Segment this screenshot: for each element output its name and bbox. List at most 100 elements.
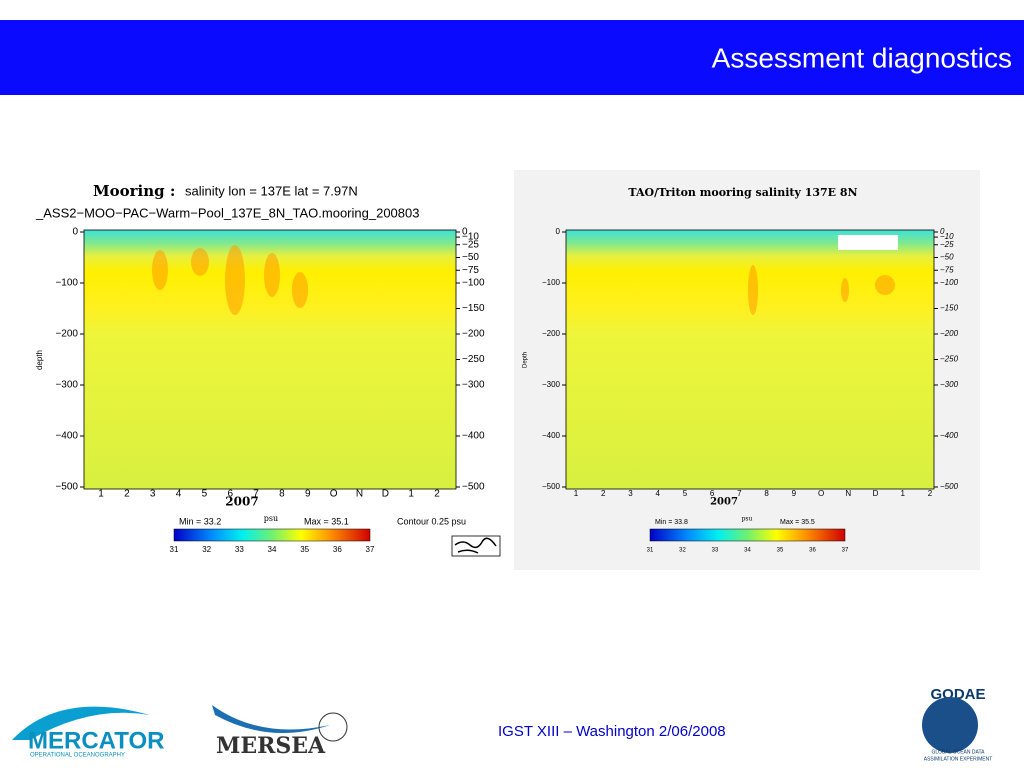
mercator-logo: MERCATOR OPERATIONAL OCEANOGRAPHY bbox=[12, 706, 164, 759]
logo-text: MERSEA bbox=[216, 733, 326, 759]
plot-title: salinity lon = 137E lat = 7.97N bbox=[185, 183, 358, 198]
x-tick-label: O bbox=[330, 489, 338, 500]
colorbar-label: 34 bbox=[268, 545, 277, 554]
y2-tick-label: −300 bbox=[462, 380, 485, 391]
logo-subtext: OPERATIONAL OCEANOGRAPHY bbox=[30, 753, 125, 759]
salinity-maximum bbox=[841, 278, 849, 302]
y2-tick-label: −250 bbox=[940, 355, 959, 364]
y-axis-label: Depth bbox=[523, 352, 529, 368]
colorbar-label: 37 bbox=[366, 545, 375, 554]
godae-logo: GODAE GLOBAL OCEAN DATA ASSIMILATION EXP… bbox=[922, 686, 992, 762]
x-tick-label: 3 bbox=[150, 489, 156, 500]
colorbar bbox=[173, 528, 371, 542]
x-tick-label: 2 bbox=[124, 489, 130, 500]
unit-label: psu bbox=[742, 516, 753, 523]
y2-tick-label: −150 bbox=[940, 304, 959, 313]
y2-tick-label: −250 bbox=[462, 354, 485, 365]
colorbar-label: 37 bbox=[842, 548, 849, 554]
salinity-maximum bbox=[875, 275, 895, 295]
colorbar-label: 31 bbox=[170, 545, 179, 554]
y2-tick-label: −200 bbox=[940, 329, 959, 338]
x-tick-label: 9 bbox=[305, 489, 311, 500]
y-tick-label: −400 bbox=[55, 431, 78, 442]
y-tick-label: −100 bbox=[542, 278, 561, 287]
x-tick-label: O bbox=[818, 489, 824, 498]
heatmap bbox=[566, 230, 934, 489]
x-tick-label: 9 bbox=[792, 489, 797, 498]
y2-tick-label: −50 bbox=[462, 252, 479, 263]
salinity-maximum bbox=[292, 272, 308, 308]
colorbar-label: 33 bbox=[235, 545, 244, 554]
x-tick-label: 1 bbox=[98, 489, 104, 500]
x-tick-label: 2 bbox=[928, 489, 933, 498]
x-tick-label: 1 bbox=[901, 489, 906, 498]
x-tick-label: 4 bbox=[176, 489, 182, 500]
label-mask bbox=[838, 235, 898, 250]
y2-tick-label: −400 bbox=[940, 431, 959, 440]
logo-text: MERCATOR bbox=[28, 727, 164, 754]
x-tick-label: 4 bbox=[655, 489, 660, 498]
x-tick-label: 7 bbox=[737, 489, 742, 498]
contour-label: Contour 0.25 psu bbox=[397, 516, 466, 526]
y-tick-label: −200 bbox=[542, 329, 561, 338]
unit-label: psu bbox=[264, 514, 278, 523]
y2-tick-label: 0 bbox=[940, 227, 945, 236]
y2-tick-label: −75 bbox=[462, 265, 479, 276]
y2-tick-label: −500 bbox=[940, 482, 959, 491]
plots: Mooring : salinity lon = 137E lat = 7.97N… bbox=[35, 182, 959, 557]
colorbar-label: 34 bbox=[744, 548, 751, 554]
x-tick-label: 8 bbox=[764, 489, 769, 498]
map-coast bbox=[454, 537, 497, 554]
y2-tick-label: −10 bbox=[462, 232, 479, 243]
x-tick-label: N bbox=[356, 489, 363, 500]
x-tick-label: D bbox=[382, 489, 389, 500]
y2-tick-label: −25 bbox=[940, 240, 954, 249]
y-tick-label: −400 bbox=[542, 431, 561, 440]
y2-tick-label: −50 bbox=[940, 253, 954, 262]
y-tick-label: 0 bbox=[556, 227, 561, 236]
footer-text: IGST XIII – Washington 2/06/2008 bbox=[498, 723, 726, 740]
salinity-maximum bbox=[225, 245, 245, 315]
min-label: Min = 33.2 bbox=[179, 516, 221, 526]
map-inset bbox=[451, 535, 501, 557]
colorbar-label: 36 bbox=[333, 545, 342, 554]
y-tick-label: −300 bbox=[542, 380, 561, 389]
logo-globe bbox=[922, 697, 978, 753]
salinity-maximum bbox=[152, 250, 168, 290]
y-tick-label: −500 bbox=[55, 482, 78, 493]
x-tick-label: 1 bbox=[408, 489, 414, 500]
logo-wave bbox=[12, 706, 150, 740]
colorbar-label: 31 bbox=[647, 548, 654, 554]
x-tick-label: 2 bbox=[434, 489, 440, 500]
y-tick-label: −300 bbox=[55, 380, 78, 391]
logo-subtext: GLOBAL OCEAN DATA bbox=[932, 749, 986, 755]
logo-wave bbox=[212, 705, 330, 733]
y2-tick-label: −200 bbox=[462, 329, 485, 340]
y2-tick-label: 0 bbox=[462, 227, 468, 238]
x-tick-label: 1 bbox=[574, 489, 579, 498]
x-tick-label: N bbox=[845, 489, 851, 498]
logo-subtext: ASSIMILATION EXPERIMENT bbox=[924, 756, 993, 762]
y2-tick-label: −400 bbox=[462, 431, 485, 442]
y2-tick-label: −100 bbox=[462, 278, 485, 289]
y2-tick-label: −500 bbox=[462, 482, 485, 493]
x-tick-label: 5 bbox=[202, 489, 208, 500]
salinity-maximum bbox=[748, 265, 758, 315]
header-band bbox=[0, 20, 1024, 95]
y2-tick-label: −150 bbox=[462, 303, 485, 314]
y2-tick-label: −10 bbox=[940, 232, 954, 241]
colorbar-label: 33 bbox=[712, 548, 719, 554]
x-tick-label: 6 bbox=[227, 489, 233, 500]
y2-tick-label: −25 bbox=[462, 239, 479, 250]
y-tick-label: 0 bbox=[72, 227, 78, 238]
x-tick-label: 7 bbox=[253, 489, 259, 500]
y2-tick-label: −100 bbox=[940, 278, 959, 287]
plot-title: TAO/Triton mooring salinity 137E 8N bbox=[628, 186, 857, 199]
mersea-logo: MERSEA bbox=[212, 705, 348, 759]
colorbar-label: 32 bbox=[679, 548, 686, 554]
colorbar-label: 35 bbox=[300, 545, 309, 554]
y2-tick-label: −75 bbox=[940, 265, 954, 274]
logo-globe bbox=[318, 712, 348, 742]
year-label: 2007 bbox=[225, 495, 258, 509]
